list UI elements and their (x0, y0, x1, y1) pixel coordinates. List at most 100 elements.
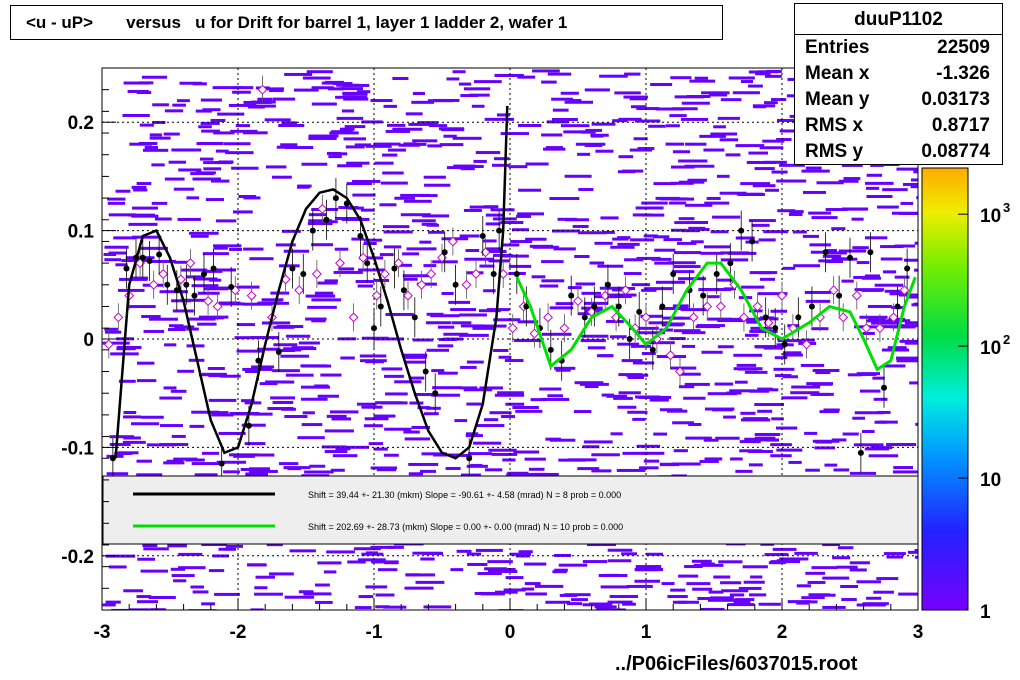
histogram-cell (383, 104, 397, 108)
histogram-cell (253, 412, 273, 416)
histogram-cell (149, 136, 171, 140)
legend-entry-text: Shift = 39.44 +- 21.30 (mkm) Slope = -90… (308, 490, 621, 500)
histogram-cell (159, 443, 189, 447)
histogram-cell (405, 112, 423, 116)
histogram-cell (426, 348, 450, 352)
data-point-black (568, 292, 575, 299)
histogram-cell (198, 125, 212, 129)
histogram-cell (727, 603, 755, 607)
histogram-cell (699, 134, 726, 138)
histogram-cell (698, 288, 728, 292)
histogram-cell (754, 432, 781, 436)
histogram-cell (706, 196, 721, 200)
histogram-cell (744, 370, 768, 374)
histogram-cell (524, 457, 546, 461)
data-point-black (300, 270, 307, 277)
histogram-cell (358, 595, 374, 599)
histogram-cell (247, 105, 265, 109)
histogram-cell (384, 561, 399, 565)
histogram-cell (882, 188, 908, 192)
histogram-cell (347, 560, 366, 564)
histogram-cell (363, 424, 383, 428)
histogram-cell (660, 463, 680, 467)
histogram-cell (270, 396, 296, 400)
histogram-cell (871, 321, 900, 325)
histogram-cell (625, 373, 649, 377)
histogram-cell (428, 230, 445, 234)
histogram-cell (617, 242, 640, 246)
histogram-cell (834, 257, 858, 261)
data-point-black (772, 325, 779, 332)
histogram-cell (872, 376, 885, 380)
histogram-cell (408, 376, 425, 380)
footer-filename: ../P06icFiles/6037015.root (615, 653, 858, 675)
histogram-cell (311, 243, 334, 247)
histogram-cell (788, 460, 802, 464)
histogram-cell (424, 183, 451, 187)
histogram-cell (458, 82, 472, 86)
histogram-cell (411, 219, 436, 223)
histogram-cell (791, 385, 821, 389)
histogram-cell (701, 350, 723, 354)
histogram-cell (779, 557, 809, 561)
histogram-cell (324, 279, 338, 283)
histogram-cell (305, 294, 336, 298)
histogram-cell (422, 214, 450, 218)
histogram-cell (541, 133, 563, 137)
data-point-magenta (675, 366, 685, 377)
histogram-cell (446, 77, 460, 81)
histogram-cell (216, 268, 237, 272)
histogram-cell (151, 163, 165, 167)
histogram-cell (361, 405, 383, 409)
fit-curve-black (114, 105, 509, 460)
histogram-cell (305, 317, 327, 321)
histogram-cell (502, 458, 516, 462)
histogram-cell (441, 291, 454, 295)
histogram-cell (139, 123, 154, 127)
histogram-cell (655, 196, 680, 200)
data-point-magenta (586, 306, 597, 317)
histogram-cell (643, 451, 665, 455)
histogram-cell (654, 261, 675, 265)
histogram-cell (413, 142, 427, 146)
histogram-cell (251, 365, 275, 369)
stats-label: RMS x (805, 115, 864, 136)
histogram-cell (849, 471, 877, 475)
histogram-cell (191, 462, 221, 466)
histogram-cell (555, 368, 571, 372)
x-tick-label: 2 (777, 622, 788, 643)
data-point-black (836, 292, 843, 299)
histogram-cell (862, 429, 875, 433)
histogram-cell (566, 602, 583, 606)
data-point-black (762, 314, 769, 321)
histogram-cell (445, 466, 461, 470)
histogram-cell (859, 315, 888, 319)
histogram-cell (344, 125, 366, 129)
histogram-cell (666, 322, 685, 326)
histogram-cell (163, 461, 185, 465)
histogram-cell (823, 408, 840, 412)
histogram-cell (115, 263, 128, 267)
histogram-cell (361, 552, 384, 556)
histogram-cell (591, 453, 620, 457)
histogram-cell (168, 160, 186, 164)
histogram-cell (878, 420, 898, 424)
histogram-cell (306, 70, 333, 74)
histogram-cell (168, 324, 184, 328)
data-point-black (191, 292, 198, 299)
histogram-cell (644, 287, 673, 291)
histogram-cell (632, 361, 655, 365)
histogram-cell (257, 97, 273, 101)
histogram-cell (757, 292, 788, 296)
histogram-cell (801, 169, 830, 173)
histogram-cell (582, 445, 600, 449)
histogram-cell (748, 84, 763, 88)
histogram-cell (587, 346, 606, 350)
histogram-cell (741, 285, 765, 289)
histogram-cell (460, 365, 477, 369)
histogram-cell (136, 459, 152, 463)
histogram-cell (740, 80, 754, 84)
data-point-black (781, 341, 788, 348)
data-point-black (749, 238, 756, 245)
histogram-cell (105, 554, 136, 558)
